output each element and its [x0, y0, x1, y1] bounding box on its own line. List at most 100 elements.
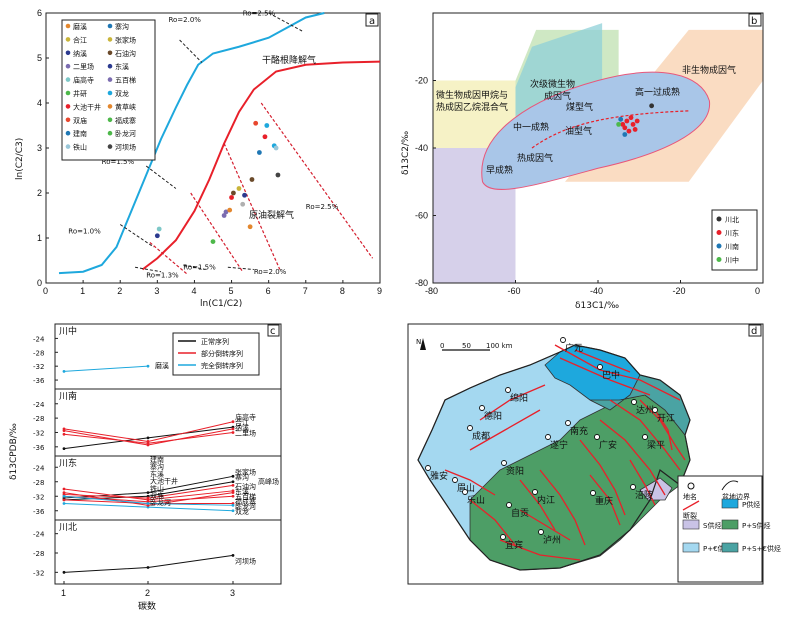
a-data-point: [227, 207, 233, 213]
city-label: 自贡: [511, 507, 529, 519]
region-label-mixed-2: 热成因乙烷混合气: [436, 101, 508, 113]
legend-label: S供烃: [703, 521, 721, 530]
legend-marker: [107, 117, 113, 123]
city-label: 梁平: [647, 439, 665, 451]
panel-b-points: [616, 103, 655, 137]
c-series-point: [146, 436, 150, 440]
a-ytick-label: 6: [37, 8, 42, 18]
legend-swatch: [682, 519, 700, 530]
c-series-point: [231, 431, 235, 434]
legend-marker: [65, 144, 71, 149]
c-series-point: [62, 432, 66, 436]
c-ytick-label: -36: [33, 444, 45, 452]
c-series-line: [63, 365, 149, 372]
c-series-point: [146, 566, 150, 569]
region-label-oil-gas: 油型气: [565, 125, 592, 137]
legend-marker: [107, 77, 113, 82]
legend-marker: [65, 23, 71, 29]
legend-swatch: [721, 542, 739, 553]
b-xtick-label: 0: [755, 286, 760, 296]
c-series-point: [231, 483, 235, 487]
b-ytick-label: -80: [415, 278, 428, 288]
b-data-point: [618, 116, 624, 122]
a-data-point: [249, 177, 255, 182]
region-label-thermogenic: 热成因气: [517, 152, 553, 164]
legend-label: 东溪: [115, 62, 129, 71]
panel-b-ylabel: δ13C2/‰: [401, 131, 411, 175]
a-ytick-label: 5: [37, 53, 42, 63]
legend-label: 川东: [725, 229, 739, 238]
legend-marker: [107, 37, 113, 42]
c-series-point: [146, 364, 150, 368]
c-series-point: [62, 498, 66, 502]
legend-label: 大池干井: [73, 102, 101, 111]
city-label: 涪陵: [635, 489, 653, 501]
fault-line: [554, 344, 681, 401]
legend-marker: [107, 130, 113, 136]
legend-label: 地名: [683, 492, 697, 501]
panel-c-xticks: 1 2 3: [61, 581, 235, 598]
city-label: 达州: [636, 404, 654, 416]
a-xtick-label: 0: [43, 286, 48, 296]
north-arrow-icon: [420, 338, 426, 350]
legend-label: 断裂: [683, 511, 697, 520]
c-ytick-label: -24: [33, 464, 45, 472]
b-xtick-label: -20: [673, 286, 686, 296]
city-marker: [479, 405, 485, 411]
ro-guide-line: [134, 266, 162, 273]
a-xtick-label: 3: [154, 286, 159, 296]
c-ytick-label: -24: [33, 335, 45, 343]
city-label: 遂宁: [550, 439, 568, 451]
legend-label: 五百梯: [115, 76, 136, 85]
b-data-point: [624, 118, 630, 124]
c-series-label: 卧龙河: [235, 502, 256, 511]
panel-a-points: [154, 120, 281, 245]
city-label: 广安: [599, 439, 617, 451]
c-series-label: 纳溪: [235, 423, 249, 432]
city-marker: [532, 489, 538, 495]
b-xtick-label: -80: [425, 286, 438, 296]
a-xtick-label: 9: [377, 286, 382, 296]
panel-b-chart: b -80 -60 -40 -20 0 -20 -40 -60 -80 微生物成因甲烷与 热成因…: [401, 12, 764, 311]
c-series-point: [146, 491, 150, 495]
c-series-point: [231, 420, 235, 424]
ro-label: Ro=1.0%: [68, 228, 101, 236]
legend-label: P+S供烃: [742, 521, 771, 530]
c-series-line: [63, 475, 234, 499]
a-data-point: [221, 213, 227, 218]
panel-b-tag: b: [751, 16, 757, 27]
legend-marker: [65, 37, 71, 42]
a-data-point: [242, 192, 247, 198]
c-series-point: [231, 427, 235, 431]
a-data-point: [156, 226, 162, 232]
ro-label: Ro=1.3%: [146, 272, 179, 280]
city-marker: [467, 425, 473, 431]
panel-c-xlabel: 碳数: [138, 600, 156, 612]
c-series-point: [231, 489, 235, 493]
c-ytick-label: -24: [33, 531, 45, 539]
fault-line: [479, 384, 546, 421]
c-series-point: [231, 494, 235, 498]
b-data-point: [620, 121, 626, 127]
city-label: 泸州: [543, 535, 561, 546]
b-ytick-label: -40: [415, 143, 428, 153]
c-subpanel-name: 川北: [59, 522, 77, 533]
scale-label-50: 50: [462, 342, 471, 350]
city-marker: [538, 529, 544, 535]
ro-iso-line: [190, 192, 244, 273]
ro-guide-line: [145, 165, 177, 189]
a-xtick-label: 8: [340, 286, 345, 296]
legend-label: 河坝场: [115, 143, 136, 152]
c-ytick-label: -28: [33, 479, 44, 487]
legend-label: 部分倒转序列: [201, 349, 243, 358]
fault-line: [499, 539, 581, 561]
city-marker: [597, 364, 603, 370]
legend-label: 黄草峡: [115, 102, 136, 111]
ro-iso-line: [260, 102, 374, 259]
